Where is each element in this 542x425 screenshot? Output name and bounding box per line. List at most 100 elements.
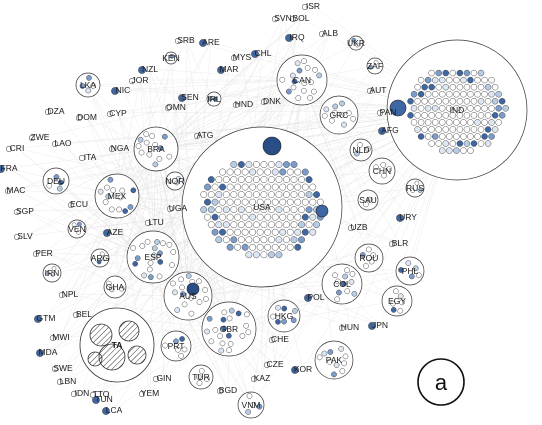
cluster-rus[interactable] [405,178,425,198]
node-mac[interactable] [4,187,12,195]
node-zwe[interactable] [28,134,36,142]
node-usa-67[interactable] [211,198,219,206]
node-ven-2[interactable] [77,221,82,227]
node-can-10[interactable] [290,84,297,91]
node-rus-0[interactable] [410,188,415,193]
node-swe[interactable] [51,365,59,373]
node-irq[interactable] [285,34,293,42]
node-col-4[interactable] [344,267,350,274]
node-mar[interactable] [217,66,225,74]
node-usa-134[interactable] [249,228,257,236]
node-npl[interactable] [58,291,66,299]
node-usa-84[interactable] [215,206,223,214]
node-col-3[interactable] [342,273,349,280]
node-can-13[interactable] [301,80,308,87]
node-esp-17[interactable] [132,260,139,267]
node-ind-62[interactable] [439,105,446,112]
node-usa-151[interactable] [275,236,283,244]
node-pak-9[interactable] [331,371,337,378]
node-ta-0[interactable] [89,323,113,347]
node-chn-2[interactable] [381,172,387,179]
node-prt-5[interactable] [178,353,184,359]
node-ind-108[interactable] [477,126,485,133]
node-bra-0[interactable] [166,153,173,160]
node-ind-52[interactable] [463,98,471,105]
node-ind-131[interactable] [439,147,446,154]
node-ind-74[interactable] [421,112,428,119]
node-esp-0[interactable] [139,243,146,249]
node-jpn[interactable] [368,322,376,330]
node-usa-137[interactable] [271,228,279,236]
node-grc-9[interactable] [350,115,356,122]
node-col-0[interactable] [340,280,347,287]
node-ind-7[interactable] [477,69,485,77]
node-ind-85[interactable] [498,112,506,119]
node-hkg-5[interactable] [275,318,281,325]
node-pak-8[interactable] [321,350,328,357]
node-usa-167[interactable] [260,251,268,259]
node-phl-3[interactable] [405,260,412,266]
node-can-14[interactable] [301,87,307,94]
node-vnm-2[interactable] [249,402,256,409]
node-usa-110[interactable] [294,213,302,221]
node-usa-157[interactable] [241,243,249,251]
node-rus-1[interactable] [417,188,423,193]
node-usa-109[interactable] [286,213,294,221]
node-ind-123[interactable] [435,140,442,147]
node-ven-0[interactable] [76,229,81,235]
node-usa-73[interactable] [256,198,264,206]
cluster-irn[interactable] [42,263,62,283]
node-col-5[interactable] [334,296,341,303]
node-ind-37[interactable] [453,90,460,98]
node-ind-78[interactable] [449,112,457,119]
node-gha-1[interactable] [118,285,125,292]
node-ind-113[interactable] [431,133,439,140]
node-ind-75[interactable] [428,112,435,119]
node-usa-149[interactable] [260,236,268,244]
node-ind-19[interactable] [414,83,421,91]
node-mex-7[interactable] [110,187,117,194]
node-usa-59[interactable] [267,191,275,199]
node-ecu[interactable] [67,201,75,209]
node-bol[interactable] [289,15,297,23]
node-usa-35[interactable] [204,183,211,191]
cluster-prt[interactable] [160,330,192,362]
node-usa-2[interactable] [245,161,253,168]
node-esp-16[interactable] [151,252,158,259]
node-bra-11[interactable] [135,143,142,150]
node-hkg-0[interactable] [270,313,276,320]
node-aus-7[interactable] [196,278,202,285]
node-usa-53[interactable] [222,191,230,199]
cluster-nor[interactable] [165,171,185,191]
node-nld-1[interactable] [357,141,363,148]
node-ind-27[interactable] [470,83,478,91]
node-usa-165[interactable] [245,251,253,259]
node-ind-69[interactable] [488,105,495,112]
node-ind-38[interactable] [460,90,467,98]
node-ind-111[interactable] [417,133,425,140]
node-ind-117[interactable] [460,133,467,140]
node-ind-61[interactable] [431,105,439,112]
node-usa-153[interactable] [290,236,298,244]
node-ind-21[interactable] [428,83,435,91]
node-usa-161[interactable] [271,243,279,251]
node-ind-9[interactable] [424,76,432,84]
node-vnm-3[interactable] [246,393,253,399]
node-can-1[interactable] [285,88,292,95]
node-usa-23[interactable] [222,176,230,184]
node-sau-1[interactable] [362,201,369,208]
node-usa-101[interactable] [226,213,234,221]
cluster-hkg[interactable] [267,299,301,333]
node-gin[interactable] [152,375,160,383]
node-usa-76[interactable] [279,198,287,206]
node-mex-6[interactable] [117,194,124,201]
node-usa-115[interactable] [215,221,223,229]
node-mex-9[interactable] [116,206,122,213]
node-usa-6[interactable] [275,161,283,168]
node-ind-132[interactable] [446,147,453,154]
node-usa-63[interactable] [298,191,305,199]
node-usa-117[interactable] [230,221,238,229]
node-ind-96[interactable] [481,119,488,126]
node-usa-58[interactable] [260,191,268,199]
node-usa-51[interactable] [207,191,215,199]
